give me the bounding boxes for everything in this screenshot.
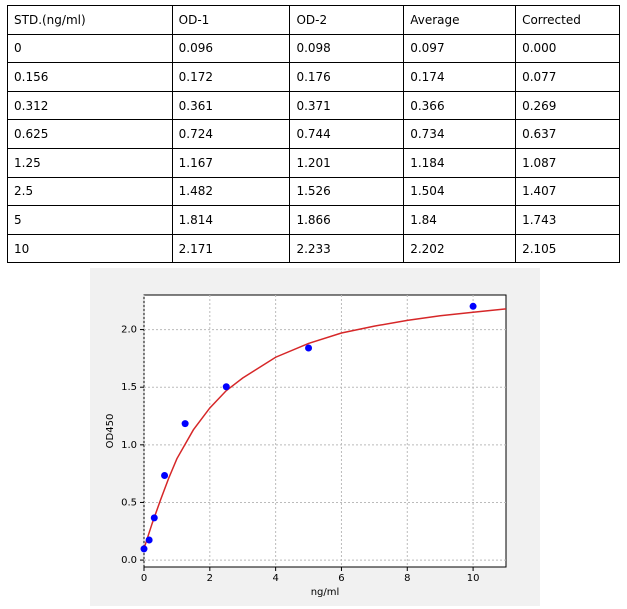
table-cell: 2.171 xyxy=(171,233,291,264)
table-cell: 10 xyxy=(7,233,173,264)
table-cell: 2.105 xyxy=(515,233,620,264)
data-point xyxy=(222,383,230,391)
table-cell: 1.526 xyxy=(289,176,405,207)
table-cell: 1.167 xyxy=(171,147,291,178)
table-cell: 1.743 xyxy=(515,205,620,235)
data-table: STD.(ng/ml) OD-1 OD-2 Average Corrected 0 0.09… xyxy=(7,5,620,264)
table-cell: 0.371 xyxy=(289,90,405,121)
header-row: STD.(ng/ml) OD-1 OD-2 Average Corrected xyxy=(7,5,620,35)
x-tick-label: 2 xyxy=(207,573,213,584)
plot-area xyxy=(143,294,507,568)
table-cell: 1.866 xyxy=(289,205,405,235)
y-tick-label: 1.0 xyxy=(121,440,137,451)
data-point xyxy=(145,536,153,544)
table-cell: 0.098 xyxy=(289,33,405,64)
table-cell: 2.233 xyxy=(289,233,405,264)
table-cell: 0.366 xyxy=(403,90,517,121)
table-cell: 1.84 xyxy=(403,205,517,235)
x-axis-label: ng/ml xyxy=(311,587,340,598)
table-cell: 0.744 xyxy=(289,119,405,149)
fit-curve xyxy=(143,308,507,549)
table-cell: 5 xyxy=(7,205,173,235)
table-cell: 1.504 xyxy=(403,176,517,207)
table-cell: Corrected xyxy=(515,5,620,35)
data-point xyxy=(469,302,477,310)
table-cell: 0.625 xyxy=(7,119,173,149)
table-cell: 0.156 xyxy=(7,62,173,92)
table-cell: 2.202 xyxy=(403,233,517,264)
table-cell: 1.087 xyxy=(515,147,620,178)
table-cell: 1.482 xyxy=(171,176,291,207)
table-cell: 0.174 xyxy=(403,62,517,92)
table-row: 0.312 0.361 0.371 0.366 0.269 xyxy=(7,90,620,121)
table-row: 1.25 1.167 1.201 1.184 1.087 xyxy=(7,147,620,178)
table-cell: 1.25 xyxy=(7,147,173,178)
table-cell: 1.201 xyxy=(289,147,405,178)
table-cell: 0.637 xyxy=(515,119,620,149)
table-row: 0.625 0.724 0.744 0.734 0.637 xyxy=(7,119,620,149)
data-point xyxy=(140,545,148,553)
table-cell: 0 xyxy=(7,33,173,64)
y-tick-label: 1.5 xyxy=(121,382,137,393)
table-row: 0.156 0.172 0.176 0.174 0.077 xyxy=(7,62,620,92)
table-cell: 0.269 xyxy=(515,90,620,121)
y-tick-label: 0.0 xyxy=(121,555,137,566)
table-cell: OD-1 xyxy=(171,5,291,35)
y-tick-label: 2.0 xyxy=(121,325,137,336)
data-point xyxy=(181,420,189,428)
data-point xyxy=(305,344,313,352)
x-tick-label: 0 xyxy=(141,573,147,584)
table-cell: 1.814 xyxy=(171,205,291,235)
table-cell: 2.5 xyxy=(7,176,173,207)
table-cell: 1.184 xyxy=(403,147,517,178)
table-cell: 0.172 xyxy=(171,62,291,92)
chart: ng/ml OD450 0 2 4 6 8 10 0.0 0.5 1.0 1.5 2.0 xyxy=(90,268,540,606)
data-point xyxy=(161,471,169,479)
table-cell: STD.(ng/ml) xyxy=(7,5,173,35)
data-point xyxy=(150,514,158,522)
table-row: 2.5 1.482 1.526 1.504 1.407 xyxy=(7,176,620,207)
y-tick-label: 0.5 xyxy=(121,497,137,508)
table-cell: Average xyxy=(403,5,517,35)
x-tick-label: 10 xyxy=(467,573,480,584)
table-cell: 0.734 xyxy=(403,119,517,149)
x-tick-label: 6 xyxy=(338,573,344,584)
table-cell: 0.096 xyxy=(171,33,291,64)
x-tick-label: 4 xyxy=(272,573,278,584)
table-cell: 1.407 xyxy=(515,176,620,207)
table-row: 5 1.814 1.866 1.84 1.743 xyxy=(7,205,620,235)
x-tick-label: 8 xyxy=(404,573,410,584)
table-cell: 0.097 xyxy=(403,33,517,64)
table-cell: 0.000 xyxy=(515,33,620,64)
table-row: 0 0.096 0.098 0.097 0.000 xyxy=(7,33,620,64)
table-cell: 0.724 xyxy=(171,119,291,149)
table-cell: 0.361 xyxy=(171,90,291,121)
table-cell: 0.077 xyxy=(515,62,620,92)
table-cell: 0.176 xyxy=(289,62,405,92)
table-row: 10 2.171 2.233 2.202 2.105 xyxy=(7,233,620,264)
table-cell: OD-2 xyxy=(289,5,405,35)
y-axis-label: OD450 xyxy=(105,414,116,449)
table-cell: 0.312 xyxy=(7,90,173,121)
